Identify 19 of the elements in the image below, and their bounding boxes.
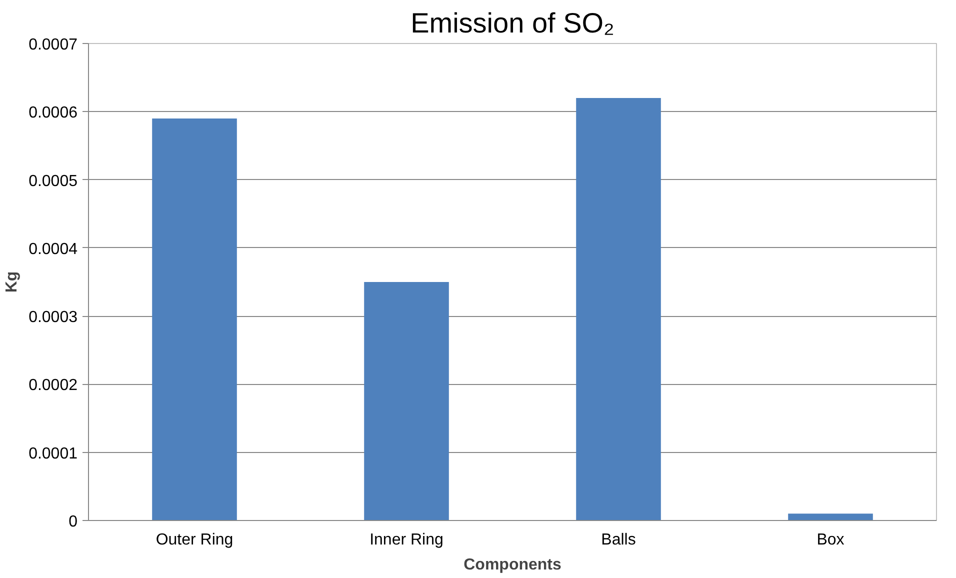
x-tick-label: Outer Ring — [156, 532, 234, 548]
x-axis-title: Components — [464, 556, 562, 574]
x-tick-label: Box — [816, 532, 844, 548]
y-axis-title: Kg — [4, 271, 21, 293]
x-tick-label: Balls — [601, 532, 636, 548]
bar — [364, 282, 449, 520]
y-tick-label: 0 — [68, 514, 78, 530]
y-tick-label: 0.0004 — [28, 240, 78, 258]
y-tick-label: 0.0001 — [28, 445, 78, 462]
y-tick-label: 0.0005 — [28, 172, 78, 190]
y-tick-label: 0.0003 — [28, 309, 78, 326]
y-tick-label: 0.0006 — [28, 104, 78, 122]
bar — [576, 98, 661, 520]
chart-title: Emission of SO₂ — [410, 8, 614, 38]
bar — [152, 118, 237, 520]
y-tick-label: 0.0002 — [28, 377, 78, 394]
x-tick-label: Inner Ring — [370, 532, 444, 548]
bar — [788, 514, 873, 520]
y-tick-label: 0.0007 — [28, 36, 78, 54]
